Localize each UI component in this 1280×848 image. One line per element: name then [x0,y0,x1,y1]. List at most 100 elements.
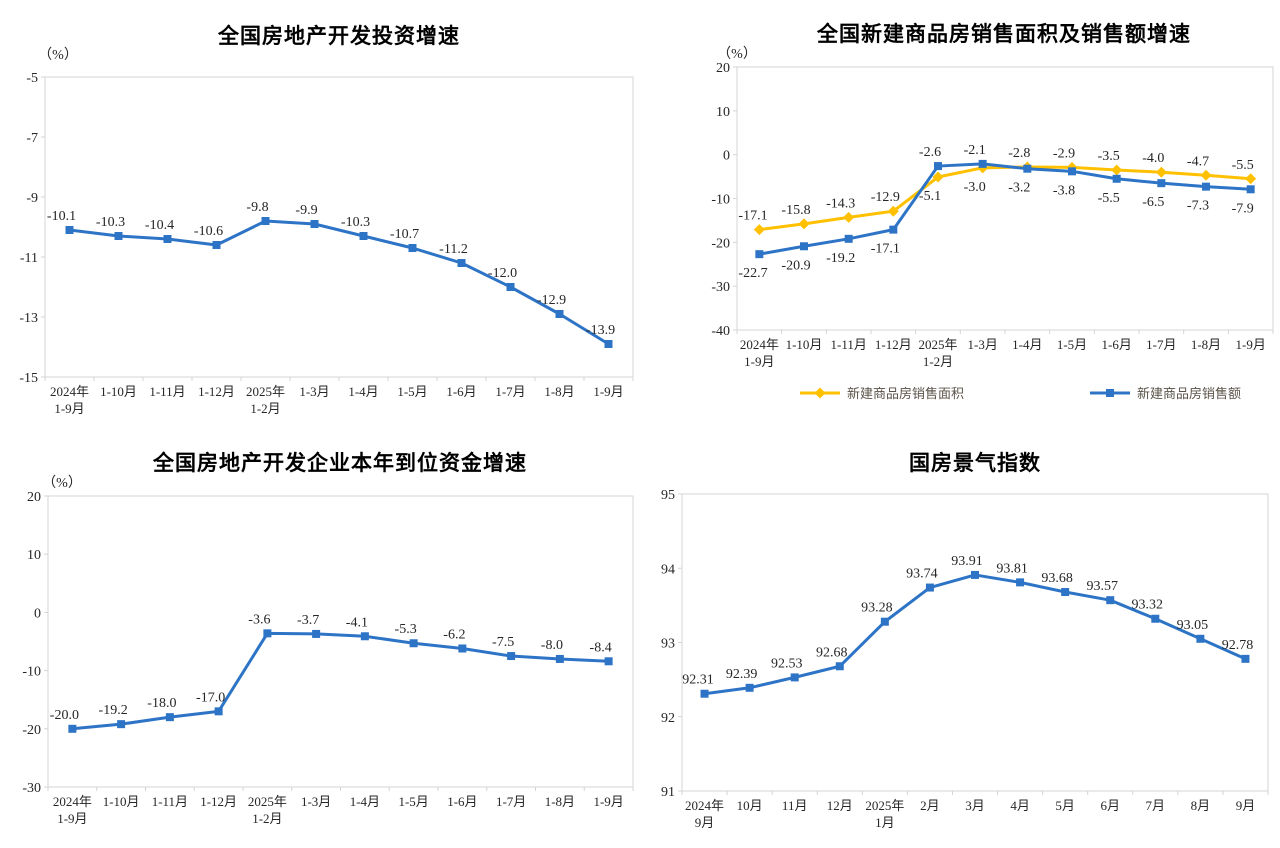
data-labels: -17.1 -15.8 -14.3 -12.9 -5.1 -3.0 -2.8 -2.9 -3.5… [738,146,1253,224]
y-axis: 20 10 0 -10 -20 -30 -40 [711,61,737,339]
x-tick-label: 1-6月 [446,384,476,399]
marker-square [604,657,613,666]
x-tick-label: 1-7月 [495,384,525,399]
x-tick-label: 1-8月 [1191,337,1221,352]
x-tick-label: 8月 [1191,798,1211,813]
x-tick-label: 1-8月 [545,794,575,809]
data-label: -3.2 [1008,181,1030,196]
data-label: -20.9 [781,258,810,273]
marker-square [114,232,123,240]
chart-canvas-sales: 全国新建商品房销售面积及销售额增速 （%） 20100-10-20-30-402… [711,22,1274,401]
data-label: -5.5 [1232,158,1254,173]
marker-square [934,162,942,171]
data-label: -4.7 [1187,154,1209,169]
x-tick-label: 1-10月 [100,384,137,399]
marker-square [457,259,466,267]
marker-square [458,644,467,653]
x-tick-label: 2月 [920,798,940,813]
marker-diamond [1111,164,1123,176]
marker-diamond [843,211,855,223]
data-label: -12.9 [537,293,566,308]
x-tick-label: 1-11月 [149,384,185,399]
x-tick-label: 1-10月 [103,794,140,809]
x-tick-label: 1-9月 [744,354,774,369]
marker-square [312,629,321,638]
y-tick-label: -30 [711,280,730,295]
plot-area: 20 10 0 -10 -20 -30 -40 2024年 1-9月 1-10月 1-11月 1-12… [711,61,1274,401]
data-label: -12.0 [488,266,517,281]
data-label: -17.1 [871,242,900,257]
marker-square [163,235,172,243]
y-axis: -5 -7 -9 -11 -13 -15 [19,71,45,386]
axis-unit-label: （%） [38,47,78,63]
marker-square [1157,179,1166,188]
x-tick-label: 1-9月 [1235,337,1265,352]
chart-climate-index: 国房景气指数 95 94 93 92 91 2024年 9月 10月 11月 12月 2025年 1月… [640,424,1280,848]
chart-funds-in-place-growth: 全国房地产开发企业本年到位资金增速 （%） 20 10 0 -10 -20 -30 2024… [0,424,640,848]
x-tick-label: 1-11月 [830,337,866,352]
marker-square [1202,182,1210,191]
marker-square [889,225,898,234]
y-tick-label: 91 [661,785,675,800]
x-tick-label: 1-2月 [252,811,282,826]
marker-square [1112,174,1121,183]
data-label: -9.8 [246,200,268,215]
legend: 新建商品房销售面积 新建商品房销售额 [800,386,1241,401]
data-label: -5.3 [395,622,417,637]
marker-square [68,724,77,733]
data-labels: -20.0 -19.2 -18.0 -17.0 -3.6 -3.7 -4.1 -5.3 -6.2… [50,612,612,722]
data-label: -10.6 [194,224,223,239]
legend-label: 新建商品房销售额 [1137,386,1241,401]
data-label: -20.0 [50,708,79,723]
marker-square [359,232,368,240]
data-label: -10.3 [341,215,370,230]
x-tick-label: 1-9月 [54,401,84,416]
data-label: -8.0 [541,638,563,653]
marker-square [604,340,613,348]
data-labels: -22.7 -20.9 -19.2 -17.1 -2.6 -2.1 -3.2 -3.8 -5.5… [738,143,1253,281]
y-tick-label: 93 [661,637,675,652]
x-tick-label: 1-7月 [496,794,526,809]
marker-square [1241,654,1250,663]
y-tick-label: 0 [34,606,41,621]
x-axis: 2024年 1-9月 1-10月 1-11月 1-12月 2025年 1-2月 1-3月 1-4… [47,787,634,826]
x-tick-label: 1-4月 [348,384,378,399]
x-tick-label: 9月 [1236,798,1256,813]
marker-square [1061,588,1070,597]
data-label: -15.8 [781,203,810,218]
data-label: -5.5 [1098,191,1120,206]
x-tick-label: 12月 [827,798,853,813]
marker-square [844,234,853,243]
marker-square [1068,167,1076,176]
axis-unit-label: （%） [42,475,82,491]
marker-square [506,283,515,291]
data-labels: 92.31 92.39 92.53 92.68 93.28 93.74 93.91 93.81… [682,554,1253,688]
marker-square [745,683,754,692]
x-tick-label: 11月 [782,798,808,813]
marker-square [880,617,889,626]
chart-canvas-climate: 国房景气指数 95 94 93 92 91 2024年 9月 10月 11月 12月 2025年 1月… [661,451,1269,830]
data-label: 92.53 [771,656,803,671]
data-label: -3.0 [964,180,986,195]
marker-square [212,241,221,249]
x-tick-label: 9月 [695,815,715,830]
series-line [759,162,1251,256]
data-label: -19.2 [826,251,855,266]
data-label: -3.7 [297,613,319,628]
chart-commercial-housing-sales-growth: 全国新建商品房销售面积及销售额增速 （%） 20 10 0 -10 -20 -30 -40 2… [640,0,1280,424]
plot-frame [681,493,1269,792]
y-tick-label: -15 [19,371,38,386]
y-axis: 95 94 93 92 91 [661,488,682,800]
data-label: 93.05 [1177,618,1209,633]
data-label: -14.3 [826,196,855,211]
marker-square [263,629,272,638]
data-label: -10.7 [390,227,419,242]
marker-square [800,242,808,251]
x-tick-label: 1-3月 [967,337,997,352]
data-label: 92.31 [682,673,714,688]
marker-diamond [798,218,810,230]
marker-square [755,250,764,259]
data-label: 93.57 [1086,579,1118,594]
data-label: -17.1 [738,209,767,224]
